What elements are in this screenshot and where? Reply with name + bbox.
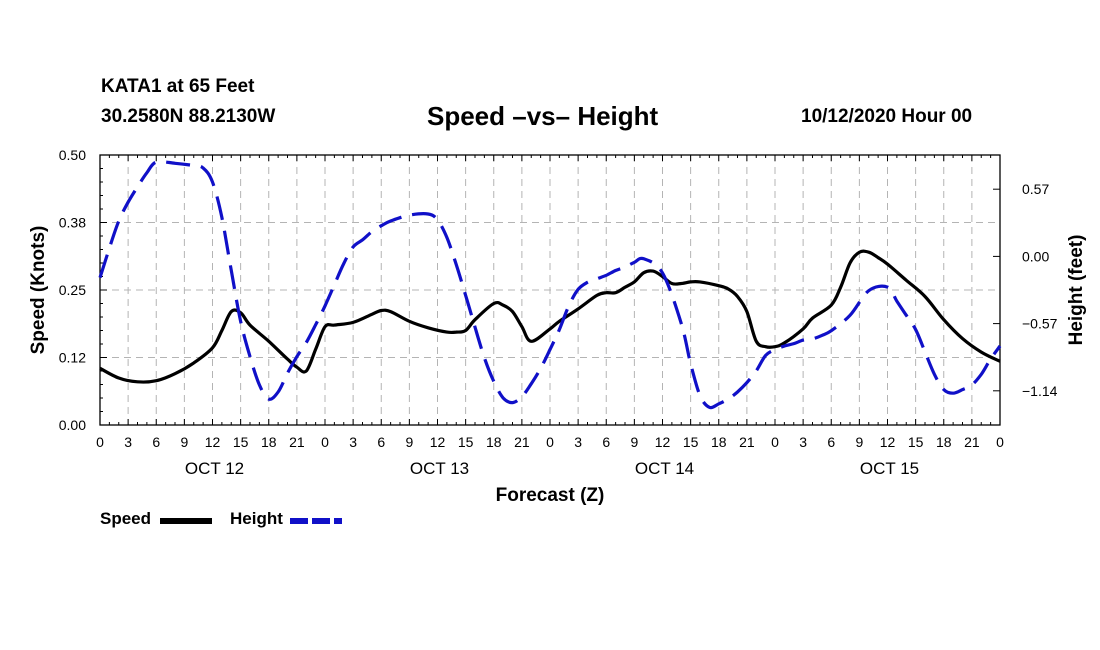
- date-label: OCT 12: [185, 459, 244, 478]
- x-tick-label: 21: [289, 434, 305, 450]
- x-tick-label: 6: [602, 434, 610, 450]
- x-tick-label: 15: [233, 434, 249, 450]
- x-tick-label: 0: [771, 434, 779, 450]
- x-axis-label: Forecast (Z): [496, 485, 605, 506]
- axis-labels: 0 3 6 9 12 15 18 21 0 3 6 9 12 15 18 21 0 3 6 9 12 15 18 21 0 3 6 9…: [28, 147, 1087, 506]
- y-tick-label: 0.00: [59, 417, 86, 433]
- x-tick-label: 3: [124, 434, 132, 450]
- x-tick-label: 15: [458, 434, 474, 450]
- x-tick-label: 3: [349, 434, 357, 450]
- x-tick-label: 15: [908, 434, 924, 450]
- y-tick-label: 0.38: [59, 215, 86, 231]
- x-tick-label: 21: [514, 434, 530, 450]
- x-tick-label: 9: [180, 434, 188, 450]
- legend-speed-swatch: [160, 518, 212, 524]
- x-tick-label: 21: [964, 434, 980, 450]
- y-tick-label: 0.12: [59, 350, 86, 366]
- chart-title: Speed –vs– Height: [427, 101, 659, 131]
- date-label: OCT 15: [860, 459, 919, 478]
- x-tick-label: 18: [486, 434, 502, 450]
- y-tick-label: 0.25: [59, 282, 86, 298]
- x-tick-label: 6: [377, 434, 385, 450]
- model-run-time: 10/12/2020 Hour 00: [801, 106, 973, 127]
- x-tick-label: 12: [430, 434, 446, 450]
- x-tick-label: 12: [880, 434, 896, 450]
- x-tick-label: 3: [799, 434, 807, 450]
- x-tick-label: 0: [996, 434, 1004, 450]
- x-tick-label: 12: [655, 434, 671, 450]
- grid-lines: [100, 155, 1000, 425]
- x-tick-label: 6: [827, 434, 835, 450]
- legend-speed-label: Speed: [100, 509, 152, 528]
- x-tick-label: 15: [683, 434, 699, 450]
- y2-tick-label: 0.00: [1022, 248, 1049, 264]
- legend-height-label: Height: [230, 509, 283, 528]
- x-tick-label: 6: [152, 434, 160, 450]
- y-axis-label: Speed (Knots): [28, 226, 49, 355]
- x-tick-label: 9: [630, 434, 638, 450]
- y2-tick-label: −0.57: [1022, 316, 1058, 332]
- x-tick-label: 0: [96, 434, 104, 450]
- legend-height-swatch: [290, 518, 342, 524]
- date-label: OCT 14: [635, 459, 694, 478]
- height-series-line: [98, 159, 1002, 410]
- x-tick-label: 9: [405, 434, 413, 450]
- speed-series-line: [99, 249, 1001, 384]
- y-tick-label: 0.50: [59, 147, 86, 163]
- x-tick-label: 18: [261, 434, 277, 450]
- y2-tick-label: −1.14: [1022, 383, 1058, 399]
- y2-axis-label: Height (feet): [1066, 235, 1087, 346]
- axes: [99, 154, 1001, 426]
- x-tick-label: 21: [739, 434, 755, 450]
- x-tick-label: 0: [546, 434, 554, 450]
- date-label: OCT 13: [410, 459, 469, 478]
- x-tick-label: 18: [711, 434, 727, 450]
- x-tick-label: 9: [855, 434, 863, 450]
- y2-tick-label: 0.57: [1022, 181, 1049, 197]
- x-tick-label: 18: [936, 434, 952, 450]
- series: [98, 159, 1002, 410]
- station-label: KATA1 at 65 Feet: [101, 76, 255, 97]
- x-tick-label: 3: [574, 434, 582, 450]
- x-tick-label: 12: [205, 434, 221, 450]
- station-coordinates: 30.2580N 88.2130W: [101, 106, 276, 127]
- x-tick-label: 0: [321, 434, 329, 450]
